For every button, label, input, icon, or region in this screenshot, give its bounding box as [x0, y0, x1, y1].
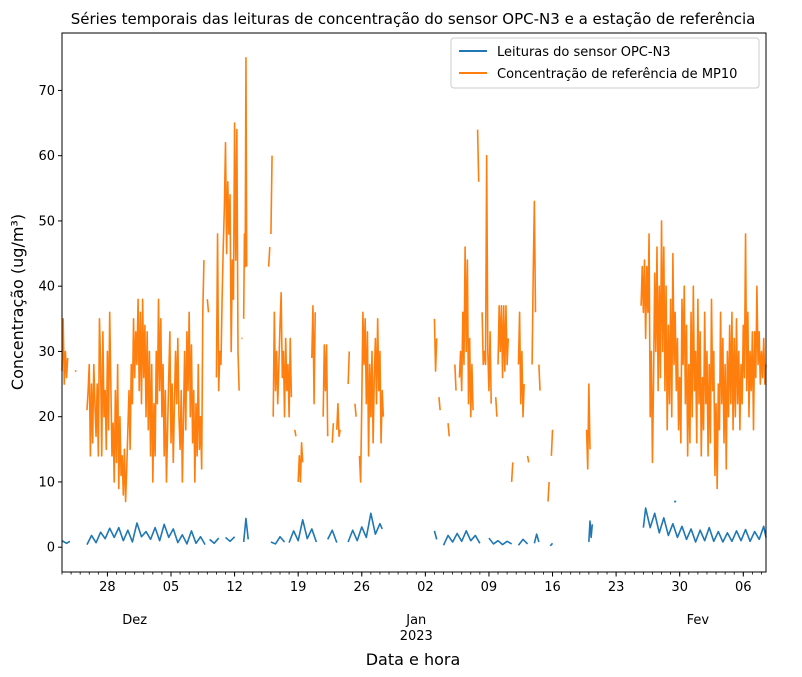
legend-box: [450, 37, 760, 89]
x-month-label: Dez: [122, 613, 147, 628]
series-segment: [347, 512, 383, 543]
series-segment: [549, 542, 554, 547]
series-segment: [206, 299, 210, 313]
series-segment: [311, 304, 317, 405]
series-segment: [447, 423, 450, 437]
legend: Leituras do sensor OPC-N3 Concentração d…: [450, 37, 760, 89]
x-tick-label: 30: [671, 580, 688, 595]
series-segment: [458, 246, 474, 418]
series-segment: [510, 462, 514, 482]
series-segment: [517, 311, 525, 418]
y-axis: 0 10 20 30 40 50 60 70: [38, 84, 62, 556]
series-segment: [642, 507, 767, 543]
series-segment: [433, 530, 438, 540]
x-month-label: Fev: [687, 613, 710, 628]
series-segment: [358, 311, 385, 483]
x-tick-label: 12: [226, 580, 243, 595]
series-segment: [533, 533, 540, 544]
series-segment: [270, 155, 273, 234]
series-segment: [354, 403, 357, 417]
x-tick-label: 02: [417, 580, 434, 595]
series-segment: [335, 402, 341, 438]
series-segment: [86, 260, 205, 503]
series-segment: [242, 517, 250, 543]
series-segment: [61, 318, 69, 385]
plot-area: [61, 56, 767, 547]
series-segment: [209, 537, 220, 545]
series-mp10: [61, 56, 767, 503]
y-tick-label: 10: [38, 475, 55, 490]
series-segment: [488, 537, 513, 546]
series-segment: [585, 383, 591, 470]
series-segment: [270, 535, 286, 545]
series-segment: [640, 220, 767, 490]
series-segment: [331, 423, 335, 443]
x-month-label: 2023: [400, 629, 433, 644]
series-segment: [526, 455, 530, 463]
series-segment: [588, 520, 594, 543]
chart-title: Séries temporais das leituras de concent…: [71, 10, 756, 28]
series-opc-n3: [61, 500, 767, 547]
y-tick-label: 50: [38, 214, 55, 229]
series-segment: [476, 129, 480, 182]
legend-label-mp10: Concentração de referência de MP10: [497, 67, 737, 82]
y-axis-label: Concentração (ug/m³): [8, 214, 27, 390]
series-segment: [494, 397, 498, 417]
series-segment: [293, 429, 297, 437]
x-axis-label: Data e hora: [366, 650, 461, 669]
series-segment: [215, 122, 240, 392]
legend-label-opc-n3: Leituras do sensor OPC-N3: [497, 45, 671, 60]
series-segment: [531, 200, 537, 365]
axes-frame: [61, 32, 767, 573]
x-tick-label: 09: [481, 580, 498, 595]
series-segment: [322, 344, 329, 437]
x-tick-label: 19: [290, 580, 307, 595]
series-segment: [481, 154, 493, 404]
x-tick-label: 23: [608, 580, 625, 595]
series-segment: [517, 538, 529, 546]
y-tick-label: 40: [38, 280, 55, 295]
y-tick-label: 0: [47, 541, 55, 556]
series-segment: [547, 481, 550, 502]
series-segment: [61, 539, 71, 545]
series-segment: [497, 304, 510, 379]
x-tick-label: 26: [353, 580, 370, 595]
series-segment: [242, 56, 248, 319]
series-segment: [454, 364, 457, 391]
series-segment: [347, 351, 351, 385]
series-segment: [267, 246, 271, 267]
series-segment: [297, 441, 304, 483]
y-tick-label: 30: [38, 345, 55, 360]
x-tick-label: 28: [99, 580, 116, 595]
series-segment: [326, 529, 338, 543]
y-tick-label: 60: [38, 149, 55, 164]
x-month-label: Jan: [405, 613, 426, 628]
y-tick-label: 20: [38, 410, 55, 425]
x-tick-label: 16: [544, 580, 561, 595]
series-segment: [550, 429, 554, 456]
series-segment: [272, 291, 293, 418]
series-segment: [538, 364, 541, 391]
y-tick-label: 70: [38, 84, 55, 99]
series-segment: [288, 518, 318, 543]
series-segment: [224, 536, 236, 543]
series-segment: [86, 522, 206, 545]
series-segment: [433, 318, 438, 372]
series-segment: [442, 530, 481, 546]
x-tick-label: 06: [735, 580, 752, 595]
series-segment: [438, 397, 441, 411]
x-tick-label: 05: [163, 580, 180, 595]
